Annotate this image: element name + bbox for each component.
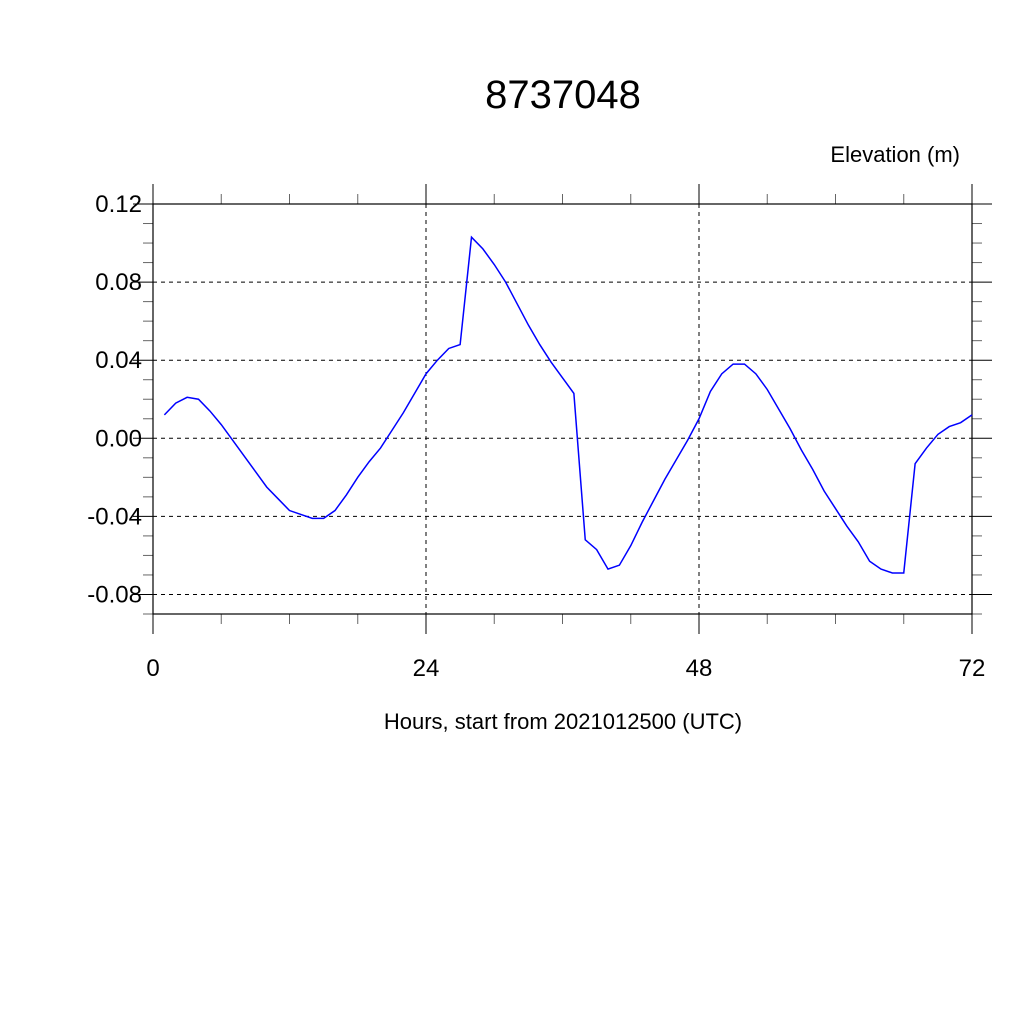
y-tick-label: -0.08 — [87, 581, 142, 608]
x-tick-label: 48 — [686, 655, 713, 682]
elevation-series-line — [163, 235, 973, 574]
x-tick-label: 72 — [959, 655, 986, 682]
x-tick-label: 24 — [413, 655, 440, 682]
y-tick-labels: -0.08 -0.04 0.00 0.04 0.08 0.12 — [87, 191, 142, 608]
y-tick-label: 0.12 — [95, 191, 142, 218]
y-axis-label: Elevation (m) — [830, 142, 960, 167]
x-tick-label: 0 — [146, 655, 159, 682]
chart-title: 8737048 — [485, 73, 641, 117]
y-tick-label: 0.00 — [95, 425, 142, 452]
y-tick-label: -0.04 — [87, 503, 142, 530]
grid — [152, 203, 973, 614]
ticks — [133, 184, 992, 634]
x-axis-label: Hours, start from 2021012500 (UTC) — [384, 709, 742, 734]
plot-frame — [152, 203, 973, 615]
y-tick-label: 0.08 — [95, 269, 142, 296]
x-tick-labels: 0 24 48 72 — [146, 655, 985, 682]
y-tick-label: 0.04 — [95, 347, 142, 374]
